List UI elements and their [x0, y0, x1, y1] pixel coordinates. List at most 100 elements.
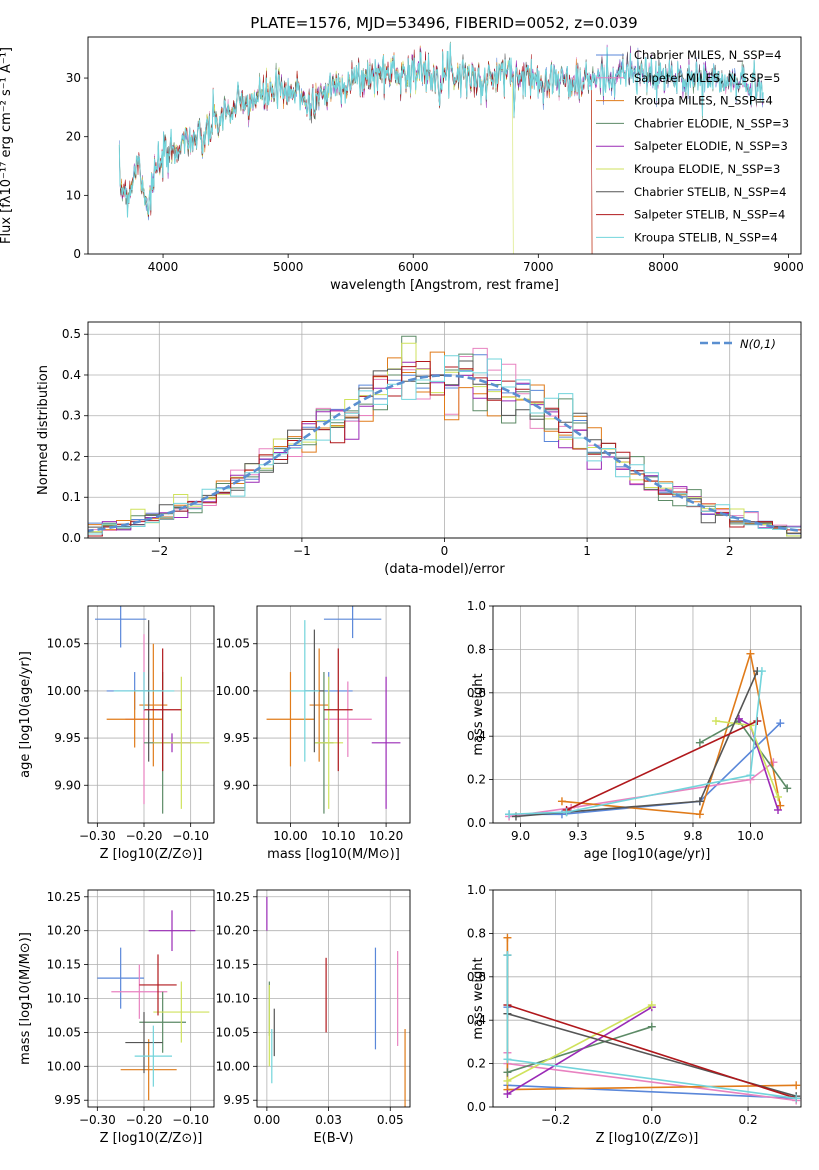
mass_vs_ebv-ytick-label-6: 10.25: [216, 890, 250, 904]
mass_vs_Z-xlabel: Z [log10(Z/Z⊙)]: [100, 1131, 203, 1146]
residuals-legend-label: N(0,1): [740, 337, 776, 351]
weight_vs_Z-marker-3-0: [503, 1068, 512, 1077]
mass_vs_Z-point-8: [134, 1025, 172, 1087]
spectrum-legend-label-2: Kroupa MILES, N_SSP=4: [634, 94, 773, 108]
weight_vs_Z-marker-5-1: [647, 1001, 656, 1010]
weight_vs_age-series-kroupa_stelib: [509, 671, 763, 816]
weight_vs_Z-ytick-label-0: 0.0: [467, 1100, 486, 1114]
spectrum-legend-label-7: Salpeter STELIB, N_SSP=4: [634, 208, 785, 222]
weight_vs_age-marker-8-1: [562, 808, 571, 817]
mass_vs_ebv-ytick-label-0: 9.95: [223, 1093, 250, 1107]
spectrum-xtick-label-1: 5000: [273, 260, 304, 274]
weight_vs_age-marker-2-3: [776, 801, 785, 810]
mass-vs-ebv-panel: 0.00 0.03 0.05 9.95 10.00 10.05 10.10 10.15 10.2…: [216, 889, 411, 1146]
mass_vs_ebv-errorbars: [266, 896, 406, 1107]
weight_vs_age-xtick-label-3: 9.8: [683, 829, 702, 843]
weight_vs_age-ytick-label-2: 0.4: [467, 729, 486, 743]
residuals-ytick-label-3: 0.3: [62, 409, 81, 423]
residuals-ytick-label-0: 0.0: [62, 531, 81, 545]
weight_vs_Z-series-salpeter_stelib: [507, 1004, 797, 1100]
age_vs_Z-ytick-label-2: 10.00: [47, 684, 81, 698]
mass_vs_Z-point-5: [153, 981, 210, 1043]
weight_vs_age-ytick-label-5: 1.0: [467, 599, 486, 613]
residuals-panel: −2 −1 0 1 2 0.0 0.1 0.2 0.3 0.4 0.5 (data-model)/er…: [36, 321, 802, 577]
weight_vs_age-marker-8-0: [505, 810, 514, 819]
mass_vs_Z-ytick-label-3: 10.10: [47, 992, 81, 1006]
spectrum-panel: 4000 5000 6000 7000 8000 9000 0 10 20 30 wavelengt…: [0, 36, 804, 293]
weight_vs_age-marker-6-2: [695, 797, 704, 806]
age_vs_mass-xlabel: mass [log10(M/M⊙)]: [267, 847, 400, 862]
weight_vs_Z-marker-3-1: [647, 1022, 656, 1031]
mass_vs_Z-ytick-label-6: 10.25: [47, 890, 81, 904]
age_vs_Z-ylabel: age [log10(age/yr)]: [18, 651, 33, 778]
weight_vs_age-marker-2-1: [695, 810, 704, 819]
residuals-xtick-label-0: −2: [150, 544, 168, 558]
weight-vs-age-panel: 9.0 9.3 9.5 9.8 10.0 0.0 0.2 0.4 0.6 0.8 1.0 age [l…: [467, 599, 802, 862]
weight_vs_age-marker-8-2: [746, 771, 755, 780]
spectrum-frame: [87, 36, 802, 255]
weight_vs_age-marker-5-0: [711, 717, 720, 726]
spectrum-ytick-label-2: 20: [66, 130, 81, 144]
spectrum-line-salpeter_elodie: [119, 44, 764, 217]
weight_vs_age-frame: [492, 605, 802, 824]
weight_vs_age-marker-3-2: [783, 784, 792, 793]
weight_vs_Z-marker-4-0: [503, 1089, 512, 1098]
weight_vs_Z-lines: [503, 933, 801, 1105]
residuals-xlabel: (data-model)/error: [384, 562, 505, 577]
mass_vs_Z-point-2: [120, 1039, 177, 1101]
spectrum-ylabel: Flux [fλ10⁻¹⁷ erg cm⁻² s⁻¹ A⁻¹]: [0, 47, 14, 244]
weight_vs_Z-ytick-label-2: 0.4: [467, 1013, 486, 1027]
age_vs_mass-ytick-label-1: 9.95: [223, 731, 250, 745]
age_vs_mass-point-4: [309, 648, 329, 762]
spectrum-xlabel: wavelength [Angstrom, rest frame]: [330, 278, 559, 293]
age_vs_Z-ytick-label-0: 9.90: [54, 778, 81, 792]
spectrum-legend-label-0: Chabrier MILES, N_SSP=4: [634, 48, 781, 62]
mass_vs_ebv-frame: [256, 889, 411, 1108]
weight_vs_age-marker-2-2: [746, 649, 755, 658]
age_vs_Z-point-10: [113, 672, 175, 710]
residuals-hist-kroupa_stelib: [88, 355, 801, 535]
mass_vs_Z-point-7: [139, 954, 177, 1016]
mass_vs_Z-xtick-label-2: −0.10: [172, 1113, 209, 1127]
age_vs_mass-xtick-label-1: 10.10: [321, 829, 355, 843]
weight_vs_age-series-chabrier_stelib: [515, 670, 759, 818]
mass_vs_ebv-xtick-label-1: 0.03: [315, 1113, 342, 1127]
mass_vs_Z-point-3: [139, 991, 186, 1053]
age_vs_mass-point-6: [371, 676, 401, 809]
age_vs_mass-xtick-label-0: 10.00: [273, 829, 307, 843]
spectrum-legend-label-1: Salpeter MILES, N_SSP=5: [634, 71, 780, 85]
weight_vs_Z-marker-8-1: [503, 1055, 512, 1064]
weight_vs_Z-ytick-label-1: 0.2: [467, 1057, 486, 1071]
weight_vs_age-lines: [505, 649, 792, 821]
weight_vs_age-series-kroupa_miles: [561, 653, 782, 816]
residuals-xtick-label-2: 0: [441, 544, 449, 558]
weight_vs_Z-xtick-label-0: −0.2: [541, 1113, 570, 1127]
age_vs_mass-point-2: [323, 681, 372, 757]
weight_vs_Z-series-kroupa_elodie: [507, 1004, 653, 1082]
residuals-ylabel: Normed distribution: [36, 365, 51, 495]
age_vs_Z-xlabel: Z [log10(Z/Z⊙)]: [100, 847, 203, 862]
mass_vs_Z-ylabel: mass [log10(M/M⊙)]: [18, 932, 33, 1065]
residuals-xtick-label-3: 1: [583, 544, 591, 558]
age_vs_mass-point-3: [266, 672, 315, 767]
residuals-ytick-label-5: 0.5: [62, 327, 81, 341]
mass_vs_ebv-ytick-label-1: 10.00: [216, 1059, 250, 1073]
age_vs_mass-ytick-label-3: 10.05: [216, 637, 250, 651]
weight_vs_Z-ytick-label-3: 0.6: [467, 970, 486, 984]
mass_vs_Z-point-4: [148, 910, 196, 952]
weight_vs_age-marker-5-2: [774, 792, 783, 801]
spectrum-ytick-label-1: 10: [66, 188, 81, 202]
spectrum-xtick-label-0: 4000: [148, 260, 179, 274]
residuals-xtick-label-1: −1: [293, 544, 311, 558]
residuals-frame: [87, 321, 802, 539]
age_vs_Z-xtick-label-2: −0.10: [172, 829, 209, 843]
mass_vs_ebv-xlabel: E(B-V): [313, 1131, 353, 1146]
age_vs_Z-ytick-label-1: 9.95: [54, 731, 81, 745]
weight_vs_age-marker-3-0: [695, 738, 704, 747]
weight_vs_age-series-chabrier_miles: [509, 722, 781, 816]
spectrum-xtick-label-4: 8000: [648, 260, 679, 274]
weight_vs_age-xtick-label-4: 10.0: [737, 829, 764, 843]
mass_vs_Z-ytick-label-5: 10.20: [47, 924, 81, 938]
mass_vs_Z-xtick-label-0: −0.30: [79, 1113, 116, 1127]
weight_vs_age-xtick-label-2: 9.5: [626, 829, 645, 843]
